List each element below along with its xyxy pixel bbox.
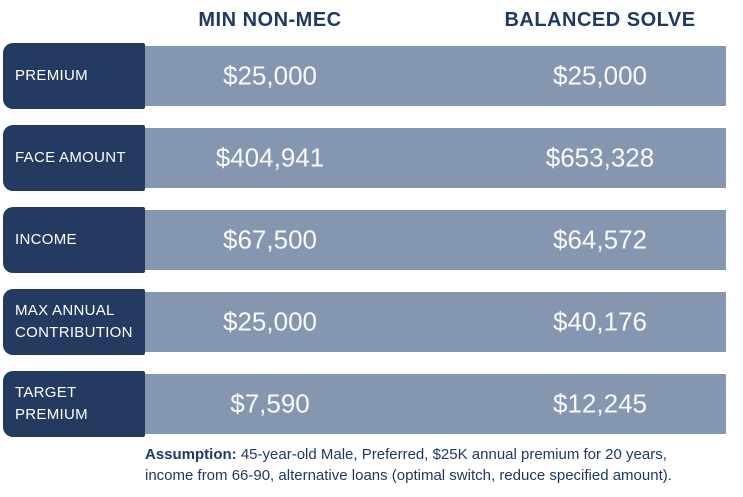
- column-header-balanced-solve: BALANCED SOLVE: [504, 9, 696, 31]
- value-min-non-mec: $7,590: [230, 388, 310, 419]
- assumption-label: Assumption:: [145, 446, 237, 463]
- row-values-bar: $7,590 $12,245: [145, 374, 726, 434]
- table-row-income: INCOME $67,500 $64,572: [0, 207, 743, 273]
- assumption-line2: income from 66-90, alternative loans (op…: [145, 467, 672, 484]
- row-label: PREMIUM: [3, 43, 145, 109]
- value-balanced-solve: $12,245: [553, 388, 647, 419]
- table-row-premium: PREMIUM $25,000 $25,000: [0, 43, 743, 109]
- row-values-bar: $25,000 $25,000: [145, 46, 726, 106]
- value-balanced-solve: $25,000: [553, 60, 647, 91]
- row-label: MAX ANNUAL CONTRIBUTION: [3, 289, 145, 355]
- table-row-target-premium: TARGET PREMIUM $7,590 $12,245: [0, 371, 743, 437]
- row-values-bar: $404,941 $653,328: [145, 128, 726, 188]
- row-values-bar: $67,500 $64,572: [145, 210, 726, 270]
- value-min-non-mec: $25,000: [223, 60, 317, 91]
- value-min-non-mec: $25,000: [223, 306, 317, 337]
- table-row-max-annual-contribution: MAX ANNUAL CONTRIBUTION $25,000 $40,176: [0, 289, 743, 355]
- value-min-non-mec: $67,500: [223, 224, 317, 255]
- assumption-line1: 45-year-old Male, Preferred, $25K annual…: [236, 446, 667, 463]
- row-label: FACE AMOUNT: [3, 125, 145, 191]
- row-label: TARGET PREMIUM: [3, 371, 145, 437]
- value-min-non-mec: $404,941: [215, 142, 325, 173]
- value-balanced-solve: $40,176: [553, 306, 647, 337]
- row-values-bar: $25,000 $40,176: [145, 292, 726, 352]
- table-row-face-amount: FACE AMOUNT $404,941 $653,328: [0, 125, 743, 191]
- value-balanced-solve: $64,572: [553, 224, 647, 255]
- value-balanced-solve: $653,328: [545, 142, 655, 173]
- column-header-min-non-mec: MIN NON-MEC: [198, 9, 342, 31]
- assumption-footnote: Assumption: 45-year-old Male, Preferred,…: [145, 444, 737, 486]
- row-label: INCOME: [3, 207, 145, 273]
